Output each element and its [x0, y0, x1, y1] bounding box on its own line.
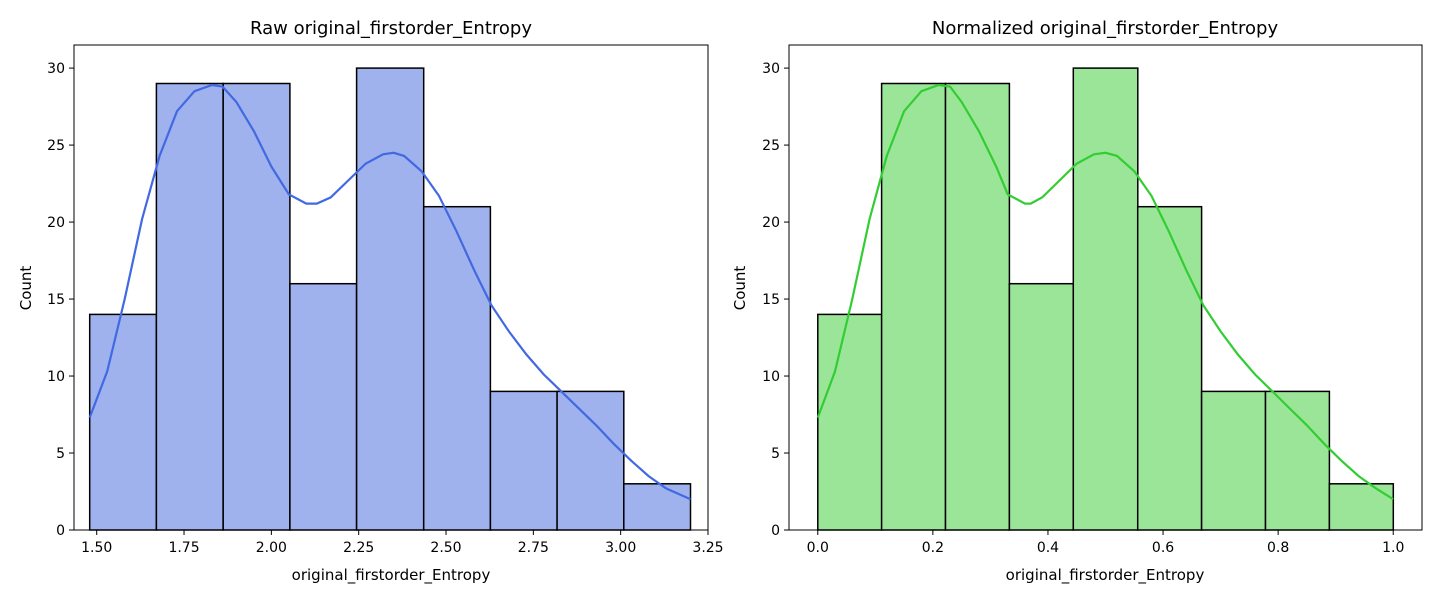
y-axis-ticks: 0 5 10 15 20 25 30: [762, 61, 789, 539]
histogram-bar: [88, 313, 158, 531]
histogram-bar: [155, 82, 224, 531]
x-tick-label: 0.4: [1037, 540, 1059, 556]
histogram-bar: [1200, 390, 1267, 531]
x-tick-label: 3.00: [605, 540, 636, 556]
x-tick-label: 2.25: [343, 540, 374, 556]
y-tick-label: 25: [762, 138, 780, 154]
x-tick-label: 1.75: [168, 540, 199, 556]
x-axis-ticks: 1.50 1.75 2.00 2.25 2.50 2.75 3.00 3.25: [81, 530, 724, 556]
histogram-bar: [355, 67, 425, 531]
x-axis-label: original_firstorder_Entropy: [1006, 566, 1205, 585]
x-tick-label: 0.8: [1267, 540, 1289, 556]
raw-entropy-histogram: 1.50 1.75 2.00 2.25 2.50 2.75 3.00 3.25 0 5 10 15 2…: [17, 18, 724, 585]
x-tick-label: 0.2: [922, 540, 944, 556]
plot-frame: [788, 44, 1423, 531]
y-tick-label: 30: [47, 61, 65, 77]
chart-title: Normalized original_firstorder_Entropy: [932, 18, 1279, 39]
histogram-bar: [1008, 282, 1075, 531]
y-axis-ticks: 0 5 10 15 20 25 30: [47, 61, 74, 539]
y-axis-label: Count: [17, 266, 35, 311]
y-tick-label: 10: [762, 369, 780, 385]
x-tick-label: 0.0: [807, 540, 829, 556]
x-tick-label: 2.00: [256, 540, 287, 556]
histogram-bar: [422, 205, 492, 531]
x-tick-label: 1.0: [1382, 540, 1404, 556]
kde-curve: [816, 83, 1394, 501]
y-tick-label: 15: [47, 292, 65, 308]
histogram-bars: [88, 67, 692, 531]
histogram-bar: [1136, 205, 1203, 531]
kde-curve: [88, 83, 691, 501]
histogram-bars: [817, 67, 1395, 531]
y-tick-label: 25: [47, 138, 65, 154]
histogram-bar: [222, 82, 291, 531]
histogram-bar: [289, 282, 358, 531]
normalized-entropy-histogram: 0.0 0.2 0.4 0.6 0.8 1.0 0 5 10 15 20 25 30 Normaliz…: [731, 18, 1423, 585]
plot-frame: [73, 44, 709, 531]
x-tick-label: 0.6: [1152, 540, 1174, 556]
x-tick-label: 2.75: [518, 540, 549, 556]
histogram-bar: [1072, 67, 1139, 531]
histogram-bar: [817, 313, 883, 531]
y-tick-label: 5: [771, 446, 780, 462]
y-tick-label: 0: [56, 523, 65, 539]
x-axis-ticks: 0.0 0.2 0.4 0.6 0.8 1.0: [807, 530, 1404, 556]
histogram-bar: [1328, 483, 1395, 531]
y-axis-label: Count: [731, 266, 749, 311]
y-tick-label: 0: [771, 523, 780, 539]
x-axis-label: original_firstorder_Entropy: [292, 566, 491, 585]
chart-title: Raw original_firstorder_Entropy: [250, 18, 532, 39]
histogram-bar: [623, 483, 692, 531]
y-tick-label: 20: [47, 215, 65, 231]
y-tick-label: 15: [762, 292, 780, 308]
x-tick-label: 1.50: [81, 540, 112, 556]
y-tick-label: 10: [47, 369, 65, 385]
histogram-bar: [489, 390, 558, 531]
y-tick-label: 20: [762, 215, 780, 231]
x-tick-label: 3.25: [692, 540, 723, 556]
x-tick-label: 2.50: [430, 540, 461, 556]
y-tick-label: 5: [56, 446, 65, 462]
histogram-bar: [556, 390, 625, 531]
histogram-bar: [944, 82, 1011, 531]
histogram-bar: [1264, 390, 1331, 531]
y-tick-label: 30: [762, 61, 780, 77]
histogram-bar: [880, 82, 947, 531]
